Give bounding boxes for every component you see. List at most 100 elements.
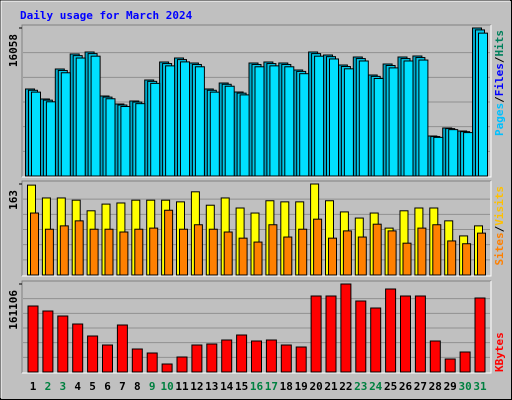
bar (221, 339, 233, 373)
bar (164, 209, 174, 276)
x-tick-label: 21 (324, 380, 338, 393)
x-tick-label: 4 (74, 380, 81, 393)
bar (90, 55, 101, 177)
bar (239, 94, 250, 177)
bar (224, 85, 235, 177)
bar (340, 283, 352, 373)
bar (298, 228, 308, 276)
x-tick-label: 16 (250, 380, 264, 393)
bar (343, 68, 354, 177)
bar (342, 230, 352, 276)
bar (429, 340, 441, 373)
legend-entry: Files (493, 63, 506, 96)
panel-highlight (22, 25, 492, 178)
bar (57, 315, 69, 373)
x-tick-label: 1 (30, 380, 37, 393)
x-tick-label: 15 (235, 380, 248, 393)
bar (373, 77, 384, 177)
x-tick-label: 25 (384, 380, 397, 393)
legend-separator: / (493, 56, 506, 63)
bar (89, 228, 99, 276)
bar (74, 220, 84, 276)
bar (414, 295, 426, 373)
y-tick-label: 161106 (7, 290, 20, 330)
panel-shadow (21, 180, 491, 276)
bar (251, 340, 262, 373)
x-tick-label: 2 (45, 380, 52, 393)
x-tick-label: 10 (160, 380, 173, 393)
bar (385, 288, 397, 373)
bar (161, 363, 173, 373)
bar (444, 358, 456, 373)
x-tick-label: 30 (458, 380, 471, 393)
bar (131, 348, 143, 373)
bar (180, 61, 190, 177)
bar (448, 129, 459, 177)
x-tick-label: 26 (399, 380, 413, 393)
bar (269, 65, 280, 177)
bar (176, 356, 188, 373)
bar (417, 227, 427, 276)
panel-highlight (22, 181, 492, 277)
bar (462, 243, 472, 276)
bar (206, 343, 218, 373)
bar (105, 98, 116, 177)
bar (314, 55, 325, 177)
bar (474, 297, 486, 373)
legend: Pages/Files/Hits (493, 30, 506, 136)
bar (42, 310, 54, 373)
legend-entry: KBytes (493, 332, 506, 372)
bar (102, 344, 113, 373)
bar (236, 334, 248, 373)
bar (149, 227, 159, 276)
legend: KBytes (493, 332, 506, 372)
bar (146, 352, 158, 373)
x-tick-label: 6 (104, 380, 111, 393)
bar (208, 228, 218, 276)
x-tick-label: 14 (220, 380, 234, 393)
x-tick-label: 7 (119, 380, 126, 393)
bar (116, 324, 128, 373)
bar (209, 91, 220, 177)
bar (355, 300, 367, 373)
bar (191, 344, 203, 373)
x-tick-label: 3 (59, 380, 66, 393)
panel-shadow (21, 24, 491, 177)
bar (165, 65, 176, 177)
bar (238, 237, 248, 276)
y-tick-label: 163 (7, 190, 20, 210)
bar (418, 59, 429, 177)
bar (295, 346, 307, 373)
bar (403, 60, 414, 177)
x-tick-label: 27 (414, 380, 427, 393)
y-tick-label: 16058 (7, 34, 20, 67)
bar (325, 295, 337, 373)
x-tick-label: 31 (473, 380, 487, 393)
legend: Sites/Visits (493, 186, 506, 266)
bar (284, 66, 295, 177)
x-tick-label: 18 (280, 380, 293, 393)
bar (120, 106, 131, 177)
x-tick-label: 28 (429, 380, 442, 393)
bar (60, 72, 71, 177)
bar (433, 136, 444, 177)
x-tick-label: 8 (134, 380, 141, 393)
bar (45, 101, 56, 177)
bar (268, 224, 278, 276)
bar (447, 240, 457, 276)
bar (328, 237, 337, 276)
bar (27, 305, 39, 373)
bar (283, 236, 293, 276)
bar (72, 323, 84, 373)
bar (357, 236, 367, 276)
bar (253, 241, 263, 276)
x-tick-label: 19 (295, 380, 308, 393)
bar (313, 218, 323, 276)
bar (387, 230, 397, 276)
bar (372, 223, 382, 276)
bar (477, 232, 486, 276)
bar (119, 231, 129, 276)
x-tick-label: 20 (309, 380, 322, 393)
